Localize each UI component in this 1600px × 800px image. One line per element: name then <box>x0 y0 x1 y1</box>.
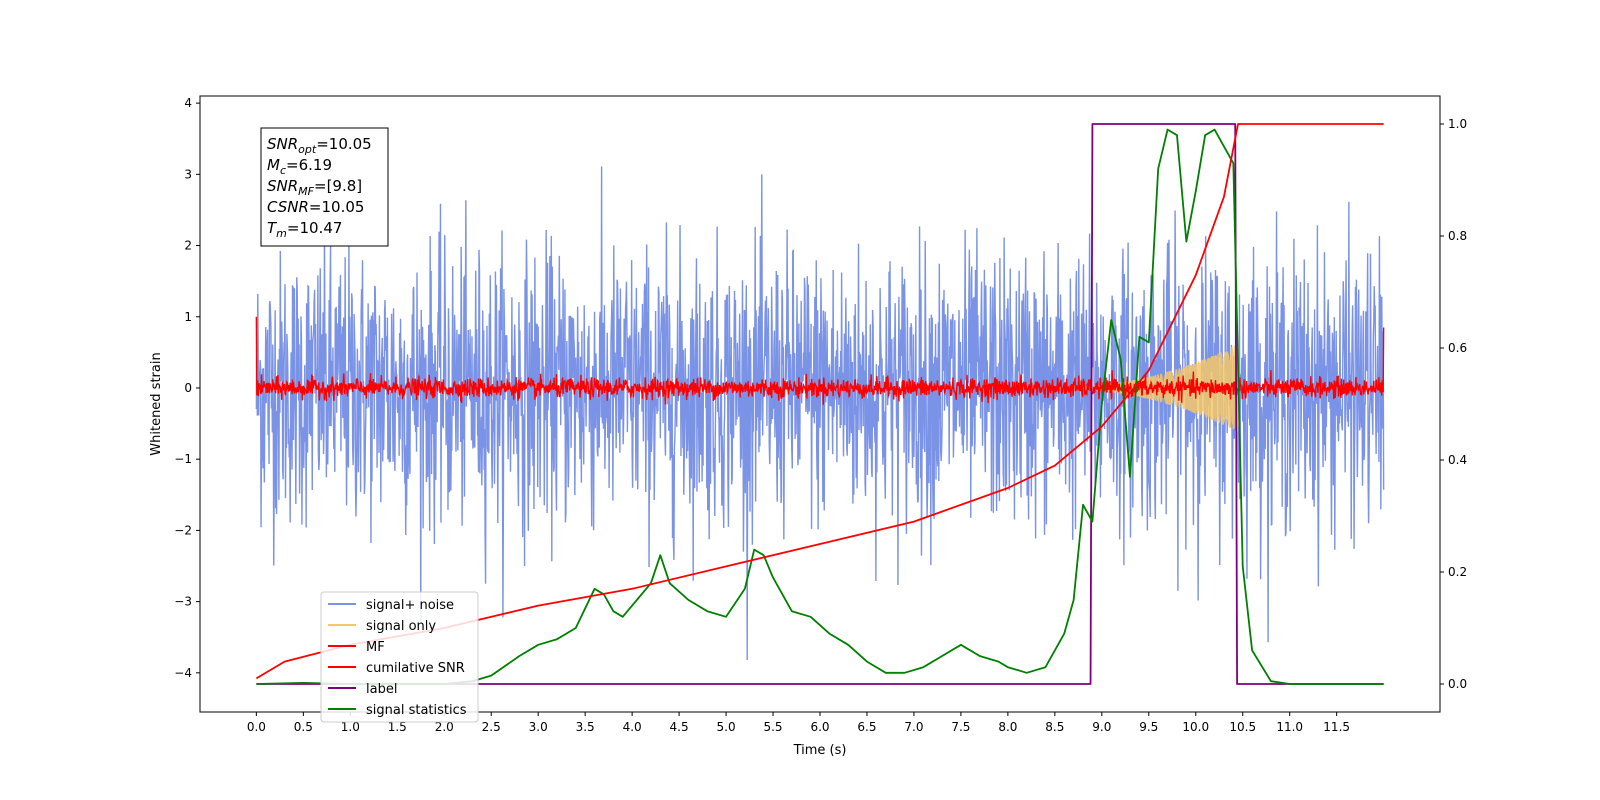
stats-symbol: CSNR <box>267 198 309 216</box>
legend-label: MF <box>366 640 385 655</box>
x-tick-label: 7.0 <box>904 720 923 734</box>
stats-value: =10.47 <box>287 219 343 237</box>
legend-label: cumilative SNR <box>366 661 465 676</box>
y2-tick-label: 0.2 <box>1448 565 1467 579</box>
x-tick-label: 5.0 <box>717 720 736 734</box>
x-tick-label: 3.0 <box>529 720 548 734</box>
x-tick-label: 8.0 <box>998 720 1017 734</box>
x-tick-label: 4.0 <box>623 720 642 734</box>
x-tick-label: 11.5 <box>1323 720 1350 734</box>
stats-line: Tm=10.47 <box>267 219 342 240</box>
stats-value: =[9.8] <box>314 177 362 195</box>
stats-line: Mc=6.19 <box>267 156 332 177</box>
stats-symbol: M <box>267 156 280 174</box>
stats-subscript: opt <box>298 143 317 156</box>
x-tick-label: 4.5 <box>670 720 689 734</box>
y2-tick-label: 0.0 <box>1448 677 1467 691</box>
stats-symbol: T <box>267 219 278 237</box>
x-tick-label: 6.5 <box>857 720 876 734</box>
x-tick-label: 7.5 <box>951 720 970 734</box>
legend-label: signal statistics <box>366 703 467 718</box>
x-axis-title: Time (s) <box>793 743 847 758</box>
y2-axis: 1.0 0.8 0.6 0.4 0.2 0.0 <box>1440 117 1467 691</box>
stats-box: SNRopt=10.05Mc=6.19SNRMF=[9.8]CSNR=10.05… <box>260 127 389 247</box>
stats-value: =10.05 <box>309 198 365 216</box>
x-tick-label: 3.5 <box>576 720 595 734</box>
x-tick-label: 8.5 <box>1045 720 1064 734</box>
y2-tick-label: 0.4 <box>1448 453 1467 467</box>
stats-line: SNRopt=10.05 <box>267 135 372 156</box>
legend-label: signal+ noise <box>366 598 454 613</box>
series-signal-statistics <box>256 128 1384 685</box>
x-tick-label: 5.5 <box>763 720 782 734</box>
x-tick-label: 11.0 <box>1276 720 1303 734</box>
y-tick-label: 1 <box>184 310 192 324</box>
series-mf <box>255 316 1385 405</box>
legend-label: signal only <box>366 619 436 634</box>
y2-tick-label: 0.6 <box>1448 341 1467 355</box>
stats-value: =10.05 <box>316 135 372 153</box>
stats-line: CSNR=10.05 <box>267 198 364 216</box>
x-tick-label: 10.5 <box>1229 720 1256 734</box>
x-tick-label: 2.0 <box>435 720 454 734</box>
x-tick-label: 0.0 <box>247 720 266 734</box>
y-tick-label: −1 <box>174 452 192 466</box>
legend-frame <box>320 591 479 723</box>
y2-tick-label: 1.0 <box>1448 117 1467 131</box>
legend: signal+ noise signal only MF cumilative SNR… <box>320 591 479 723</box>
y-axis-title: Whitened strain <box>149 352 164 455</box>
y-tick-label: −2 <box>174 523 192 537</box>
y-tick-label: 3 <box>184 167 192 181</box>
series-signal-noise <box>255 166 1385 661</box>
y2-tick-label: 0.8 <box>1448 229 1467 243</box>
stats-symbol: SNR <box>267 135 298 153</box>
stats-subscript: MF <box>298 185 314 198</box>
x-tick-label: 6.0 <box>810 720 829 734</box>
x-axis: 0.0 0.5 1.0 1.5 2.0 2.5 3.0 3.5 4.0 4.5 5.0 5.5 6.0 6… <box>247 712 1350 734</box>
y-tick-label: 2 <box>184 239 192 253</box>
stats-symbol: SNR <box>267 177 298 195</box>
x-tick-label: 2.5 <box>482 720 501 734</box>
x-tick-label: 9.5 <box>1139 720 1158 734</box>
y-tick-label: 4 <box>184 96 192 110</box>
y-axis: 4 3 2 1 0 −1 −2 −3 −4 <box>174 96 200 680</box>
series-label <box>256 123 1384 685</box>
y-tick-label: 0 <box>184 381 192 395</box>
x-tick-label: 1.5 <box>388 720 407 734</box>
stats-value: =6.19 <box>286 156 332 174</box>
x-tick-label: 9.0 <box>1092 720 1111 734</box>
stats-subscript: c <box>280 164 286 177</box>
x-tick-label: 10.0 <box>1182 720 1209 734</box>
x-tick-label: 1.0 <box>341 720 360 734</box>
x-tick-label: 0.5 <box>294 720 313 734</box>
stats-line: SNRMF=[9.8] <box>267 177 362 198</box>
y-tick-label: −4 <box>174 666 192 680</box>
stats-box-frame <box>260 127 389 247</box>
stats-subscript: m <box>276 227 287 240</box>
y-tick-label: −3 <box>174 595 192 609</box>
legend-label: label <box>366 682 397 697</box>
